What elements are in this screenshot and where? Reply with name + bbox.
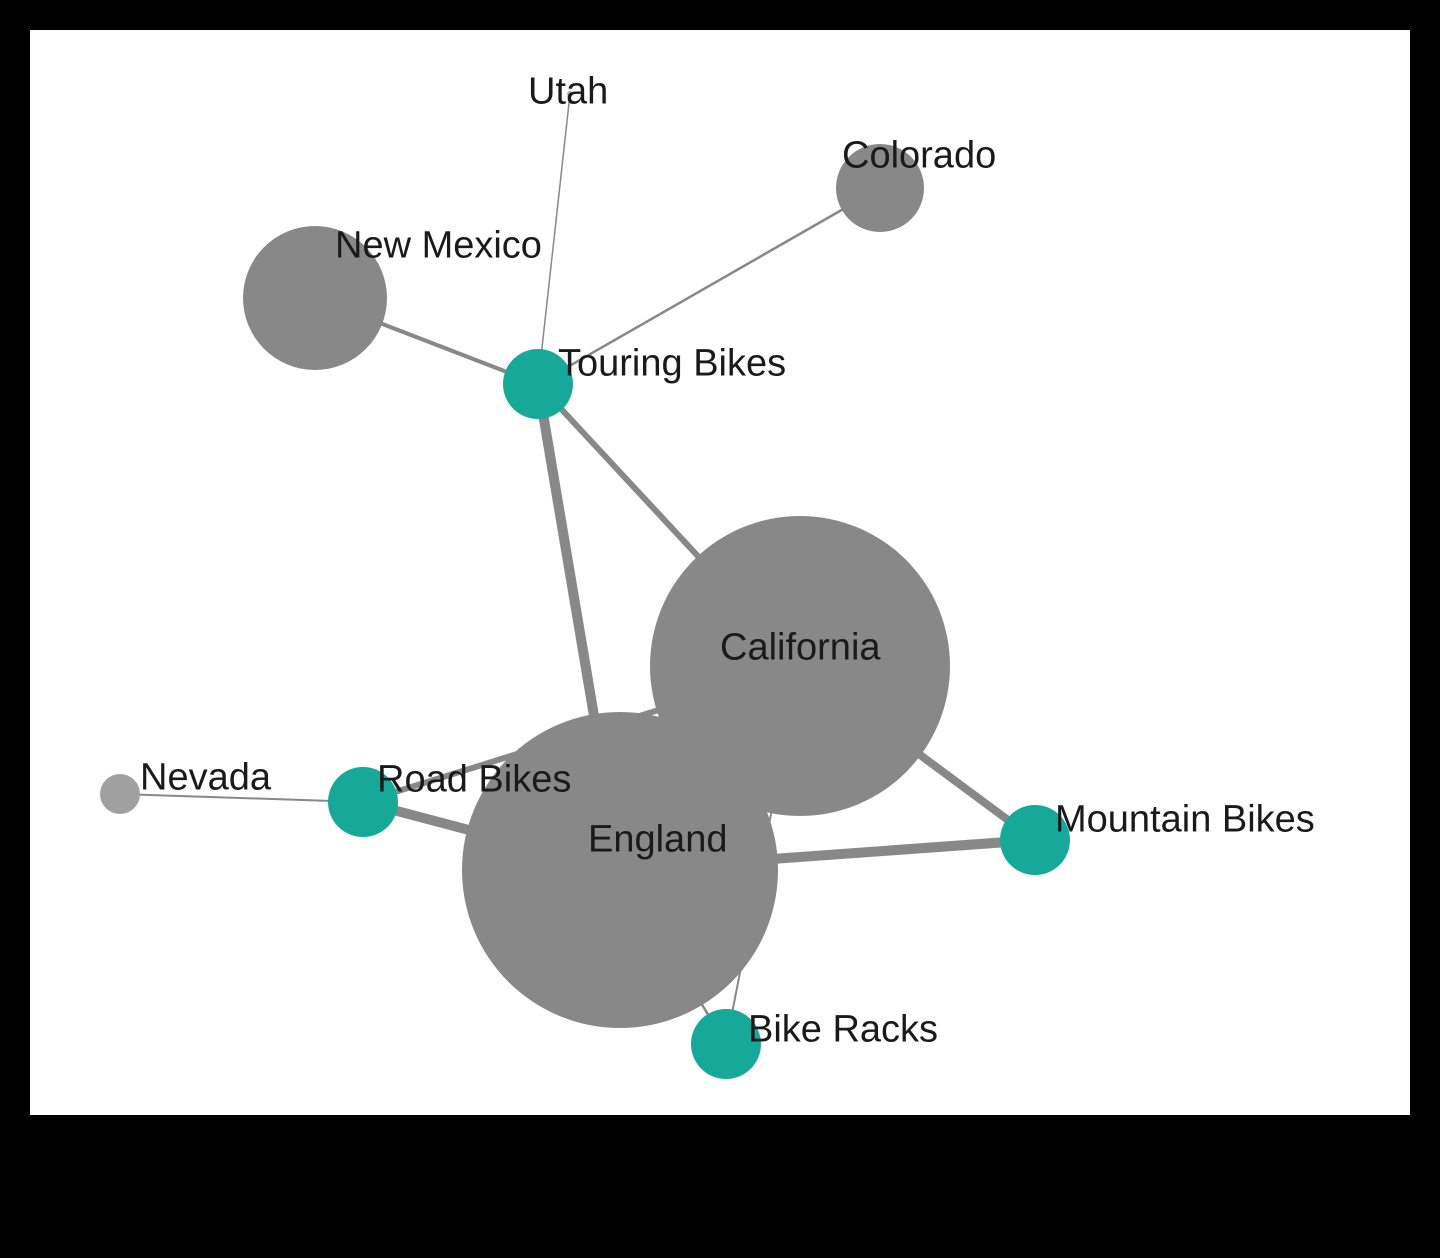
label-newmexico: New Mexico <box>335 225 542 268</box>
edge-touring-utah <box>538 94 570 384</box>
nodes-group <box>100 91 1070 1079</box>
label-mountain: Mountain Bikes <box>1055 799 1315 842</box>
label-england: England <box>588 819 727 862</box>
label-colorado: Colorado <box>842 135 996 178</box>
label-utah: Utah <box>528 71 608 114</box>
label-bikeracks: Bike Racks <box>748 1009 938 1052</box>
label-touring: Touring Bikes <box>558 343 786 386</box>
node-nevada[interactable] <box>100 774 140 814</box>
network-svg <box>30 30 1410 1115</box>
label-roadbikes: Road Bikes <box>377 759 571 802</box>
label-california: California <box>720 627 881 670</box>
diagram-canvas: Utah Colorado New Mexico Touring Bikes Calif… <box>30 30 1410 1115</box>
label-nevada: Nevada <box>140 757 271 800</box>
